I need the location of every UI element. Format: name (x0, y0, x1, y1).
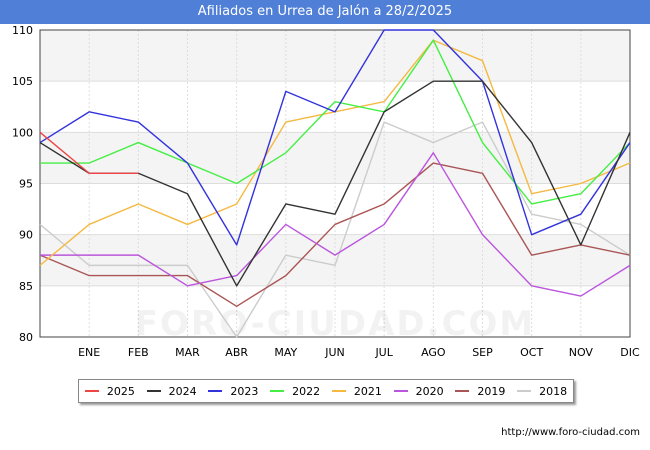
legend-swatch (393, 390, 408, 392)
legend-item-2025: 2025 (84, 384, 135, 398)
legend-label: 2025 (106, 384, 135, 398)
legend-item-2024: 2024 (146, 384, 197, 398)
x-tick-label: JUL (374, 346, 393, 359)
x-tick-label: MAR (175, 346, 200, 359)
legend-swatch (331, 390, 346, 392)
legend-label: 2018 (539, 384, 568, 398)
y-tick-label: 110 (12, 24, 33, 37)
y-tick-label: 80 (19, 331, 33, 344)
legend-swatch (208, 390, 223, 392)
series-line-2023 (39, 29, 631, 246)
x-tick-label: AGO (421, 346, 446, 359)
series-line-2022 (40, 39, 631, 205)
legend-swatch (270, 390, 285, 392)
legend-item-2021: 2021 (331, 384, 382, 398)
legend-swatch (517, 390, 532, 392)
legend-item-2018: 2018 (517, 385, 567, 398)
legend-item-2020: 2020 (393, 384, 444, 398)
x-tick-label: JUN (324, 346, 345, 359)
legend-label: 2023 (230, 384, 259, 398)
x-tick-label: MAY (274, 346, 297, 359)
legend-item-2022: 2022 (270, 385, 320, 398)
watermark: FORO-CIUDAD.COM (135, 304, 536, 344)
x-tick-label: NOV (569, 346, 594, 359)
legend-label: 2020 (415, 384, 444, 398)
series-line-2020 (40, 152, 631, 297)
y-tick-label: 85 (19, 280, 33, 293)
legend-label: 2021 (353, 384, 382, 398)
legend-item-2023: 2023 (208, 385, 258, 398)
x-tick-label: ABR (225, 346, 248, 359)
y-tick-label: 100 (12, 126, 33, 139)
x-tick-label: OCT (520, 346, 543, 359)
legend-label: 2024 (168, 384, 197, 398)
legend-label: 2019 (477, 384, 506, 398)
y-tick-label: 105 (12, 75, 33, 88)
x-tick-label: ENE (78, 346, 100, 359)
x-tick-label: DIC (620, 346, 640, 359)
legend-swatch (146, 390, 161, 392)
series-line-2025 (39, 131, 139, 174)
y-tick-label: 90 (19, 229, 33, 242)
line-chart: 80 85 90 95 100 105 110 ENE FEB MAR ABR MAY JUN JUL AG… (12, 24, 640, 359)
legend-item-2019: 2019 (455, 385, 505, 398)
source-url: http://www.foro-ciudad.com (501, 427, 640, 438)
series-line-2018 (39, 121, 631, 338)
y-tick-label: 95 (19, 178, 33, 191)
legend-swatch (84, 390, 99, 392)
x-tick-label: SEP (472, 346, 493, 359)
legend-label: 2022 (292, 384, 321, 398)
series-line-2019 (39, 162, 631, 307)
x-tick-label: FEB (128, 346, 149, 359)
legend-swatch (455, 390, 470, 392)
plot-area-frame (39, 29, 631, 338)
chart-title: Afiliados en Urrea de Jalón a 28/2/2025 (0, 0, 650, 24)
chart-legend: 2025 2024 2023 2022 2021 2020 2019 2018 (78, 379, 574, 403)
